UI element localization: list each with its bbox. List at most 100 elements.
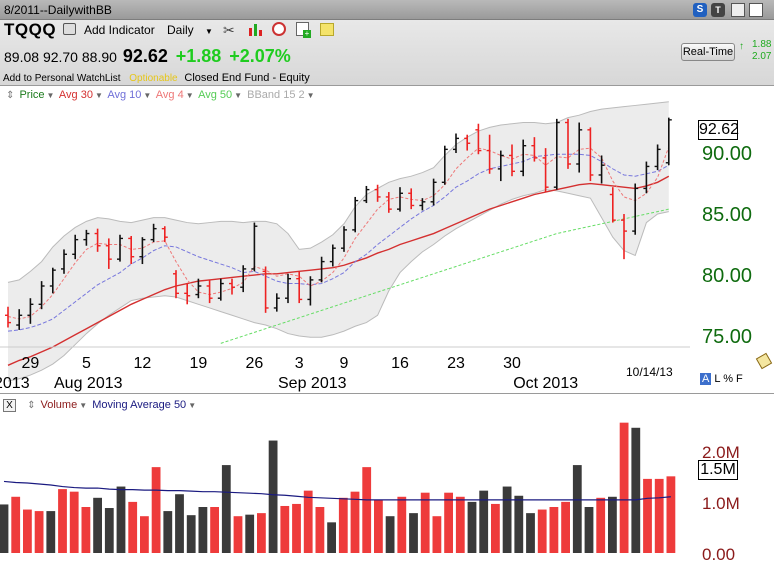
chevron-down-icon[interactable]: ▼ [46, 91, 55, 100]
bband-upper-line [7, 101, 669, 283]
chevron-down-icon[interactable]: ▼ [188, 401, 197, 410]
ohlc-bar [587, 127, 594, 182]
volume-bar [233, 516, 243, 553]
volume-bar [11, 496, 21, 553]
ohlc-bar [161, 226, 168, 243]
chevron-down-icon[interactable]: ▼ [306, 91, 315, 100]
legend-ma50[interactable]: Moving Average 50 [92, 399, 187, 411]
legend-avg30[interactable]: Avg 30 [58, 89, 93, 101]
volume-bar [303, 490, 313, 553]
ohlc-bar [430, 178, 437, 206]
ohlc-bar [5, 306, 11, 328]
legend-price[interactable]: Price [19, 89, 45, 101]
ohlc-bar [229, 278, 235, 295]
close-panel-button[interactable]: X [3, 399, 16, 412]
chevron-down-icon[interactable]: ▼ [185, 91, 194, 100]
legend-volume[interactable]: Volume [40, 399, 78, 411]
ohlc-bar [520, 139, 527, 177]
volume-bar [444, 492, 453, 553]
price-tick-label: 90.00 [702, 143, 752, 165]
volume-bar [327, 522, 336, 553]
month-label: Aug 2013 [54, 375, 123, 392]
chevron-down-icon[interactable]: ▼ [143, 91, 152, 100]
volume-bar [409, 513, 418, 553]
realtime-change: 1.88 [752, 39, 772, 50]
expand-icon[interactable]: ⇕ [6, 90, 15, 101]
legend-avg10[interactable]: Avg 10 [107, 89, 142, 101]
volume-bar [596, 497, 606, 553]
scale-percent[interactable]: % [723, 373, 733, 385]
date-tick-label: 26 [246, 355, 264, 372]
realtime-button[interactable]: Real-Time [681, 43, 735, 61]
volume-bar [34, 511, 44, 553]
scale-log[interactable]: L [714, 373, 721, 385]
ohlc-bar [643, 161, 650, 194]
tools-icon[interactable]: ✂ [223, 22, 235, 38]
volume-bar [374, 499, 383, 553]
ohlc-bar [329, 244, 336, 267]
legend-avg50[interactable]: Avg 50 [198, 89, 233, 101]
avg10-line [7, 153, 670, 332]
print-icon[interactable] [63, 23, 76, 35]
ohlc-bar [285, 273, 291, 304]
ohlc-bar [150, 223, 157, 243]
last-volume-label: 1.5M [698, 460, 738, 480]
volume-bar [432, 516, 442, 553]
legend-bband[interactable]: BBand 15 2 [247, 89, 305, 101]
ohlc-bar [240, 265, 247, 293]
add-chart-icon[interactable]: + [296, 22, 311, 38]
ohlc-bar [565, 118, 571, 169]
volume-bar [210, 507, 219, 553]
volume-bar [69, 491, 79, 553]
s-badge-icon[interactable]: S [693, 3, 707, 17]
price-tick-label: 75.00 [702, 326, 752, 348]
ohlc-bar [61, 249, 67, 274]
ohlc-bar [542, 148, 549, 193]
last-price-label: 92.62 [698, 120, 740, 140]
ohlc-bar [195, 278, 202, 299]
volume-bar [631, 427, 641, 553]
period-select[interactable]: Daily ▼ [167, 23, 213, 37]
volume-legend: X ⇕ Volume ▼ Moving Average 50 ▼ [3, 399, 198, 412]
volume-bar [514, 495, 524, 553]
volume-bar [619, 422, 629, 553]
bar-chart-icon[interactable] [249, 23, 263, 36]
expand-icon[interactable]: ⇕ [27, 400, 36, 411]
date-tick-label: 29 [22, 355, 40, 372]
add-watchlist-link[interactable]: Add to Personal WatchList [3, 73, 121, 84]
ohlc-bar [273, 293, 280, 312]
volume-bar [654, 478, 664, 553]
add-indicator-button[interactable]: Add Indicator [84, 23, 155, 37]
chart-title-fragment: 8/2011--DailywithBB [4, 3, 112, 17]
date-tick-label: 3 [295, 355, 304, 372]
volume-bar [116, 486, 126, 553]
legend-avg4[interactable]: Avg 4 [155, 89, 184, 101]
tv-badge-icon[interactable]: T [711, 3, 725, 17]
chevron-down-icon[interactable]: ▼ [234, 91, 243, 100]
ohlc-bar [654, 144, 661, 171]
ohlc-bar [486, 134, 493, 174]
panel-divider [0, 393, 774, 394]
ohlc-bar [441, 145, 448, 185]
chevron-down-icon[interactable]: ▼ [94, 91, 103, 100]
alarm-clock-icon[interactable] [272, 22, 286, 36]
chevron-down-icon[interactable]: ▼ [79, 401, 88, 410]
volume-ma50-line [3, 480, 671, 501]
volume-bar [350, 491, 360, 553]
volume-bar [163, 511, 173, 553]
volume-bar [46, 511, 56, 553]
popout-icon[interactable] [749, 3, 763, 17]
ohlc-bar [307, 276, 314, 306]
save-icon[interactable] [731, 3, 745, 17]
note-icon[interactable] [320, 23, 334, 36]
bband-fill [8, 101, 669, 382]
ohlc-bar [341, 226, 347, 252]
date-axis: 29 5 12 19 26 3 9 16 23 30 2013 Aug 2013 Sep 2013 Oct… [0, 346, 690, 392]
ohlc-bar [217, 278, 224, 301]
volume-bar [151, 467, 161, 553]
scale-fit[interactable]: F [736, 373, 743, 385]
chevron-down-icon: ▼ [205, 27, 213, 36]
scale-auto[interactable]: A [700, 373, 712, 385]
volume-bar [420, 492, 430, 553]
